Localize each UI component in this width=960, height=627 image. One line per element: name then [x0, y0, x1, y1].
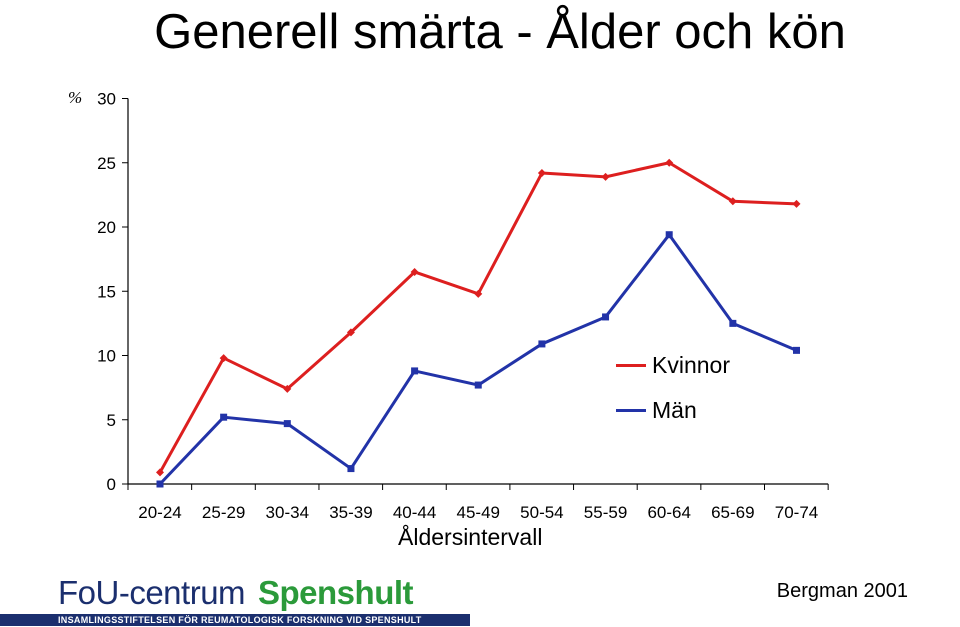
x-tick-label: 40-44: [393, 503, 436, 522]
fou-centrum-logo: FoU-centrum Spenshult INSAMLINGSSTIFTELS…: [0, 574, 470, 627]
data-point-man: [729, 319, 737, 327]
legend-label-man: Män: [652, 397, 697, 423]
data-point-man: [474, 381, 482, 389]
chart-title: Generell smärta - Ålder och kön: [154, 5, 846, 59]
data-point-kvinnor: [283, 384, 292, 393]
data-point-kvinnor: [792, 199, 801, 208]
x-tick-label: 35-39: [329, 503, 372, 522]
credit-text: Bergman 2001: [776, 580, 908, 602]
x-tick-label: 25-29: [202, 503, 245, 522]
x-tick-label: 30-34: [266, 503, 309, 522]
data-point-kvinnor: [156, 468, 164, 477]
y-ticks: 0 5 10 15 20 25 30: [97, 90, 128, 494]
data-point-man: [283, 420, 291, 428]
y-tick-label: 25: [97, 154, 116, 173]
logo-brand-text: Spenshult: [258, 574, 414, 611]
legend-swatch-kvinnor: [616, 364, 646, 367]
data-point-kvinnor: [665, 158, 674, 167]
x-ticks: 20-24 25-29 30-34 35-39 40-44 45-49 50-54 55-59…: [127, 484, 829, 522]
data-point-man: [220, 413, 228, 421]
chart-series: [156, 158, 801, 488]
x-tick-label: 50-54: [520, 503, 563, 522]
logo-subtitle: INSAMLINGSSTIFTELSEN FÖR REUMATOLOGISK F…: [58, 615, 422, 625]
data-point-kvinnor: [474, 289, 483, 298]
data-point-kvinnor: [601, 172, 610, 181]
x-axis-label: Åldersintervall: [398, 524, 543, 550]
data-point-man: [347, 465, 355, 473]
data-point-man: [411, 367, 419, 375]
y-tick-label: 5: [107, 411, 116, 430]
data-point-kvinnor: [346, 328, 355, 337]
data-point-man: [156, 480, 164, 488]
data-point-kvinnor: [537, 169, 546, 178]
x-tick-label: 65-69: [711, 503, 754, 522]
logo-bar: [0, 614, 470, 626]
data-point-man: [665, 231, 673, 239]
logo-main-text: FoU-centrum: [58, 574, 246, 611]
x-tick-label: 60-64: [647, 503, 690, 522]
data-point-man: [602, 313, 610, 321]
y-tick-label: 15: [97, 282, 116, 301]
x-tick-label: 55-59: [584, 503, 627, 522]
data-point-man: [538, 340, 546, 348]
data-point-kvinnor: [410, 267, 419, 276]
y-tick-label: 30: [97, 90, 116, 109]
legend-label-kvinnor: Kvinnor: [652, 352, 730, 378]
series-line-kvinnor: [158, 161, 797, 474]
legend-swatch-man: [616, 409, 646, 412]
data-point-man: [793, 346, 800, 354]
y-tick-label: 20: [97, 218, 116, 237]
x-tick-label: 45-49: [457, 503, 500, 522]
y-unit-label: %: [68, 88, 83, 107]
data-point-kvinnor: [219, 354, 228, 363]
y-tick-label: 10: [97, 347, 116, 366]
data-point-kvinnor: [728, 197, 737, 206]
y-tick-label: 0: [107, 475, 116, 494]
x-tick-label: 70-74: [775, 503, 818, 522]
x-tick-label: 20-24: [138, 503, 181, 522]
